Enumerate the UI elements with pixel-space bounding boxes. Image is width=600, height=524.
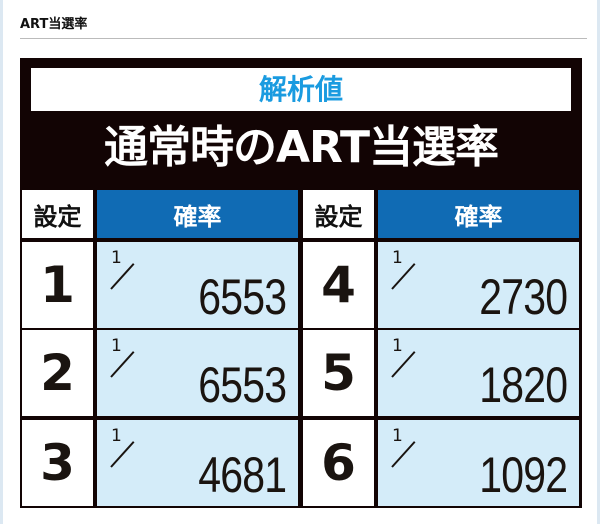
denominator: 2730 — [479, 269, 568, 325]
probability-cell: 1 1820 — [378, 330, 579, 416]
setting-number: 1 — [22, 242, 93, 328]
numerator: 1 — [111, 336, 122, 356]
panel-title: 通常時のART当選率 — [104, 122, 499, 173]
denominator: 1092 — [479, 447, 568, 503]
header-probability: 確率 — [378, 190, 579, 238]
setting-number: 4 — [303, 242, 374, 328]
numerator: 1 — [392, 426, 403, 446]
probability-cell: 1 6553 — [97, 242, 298, 328]
art-rate-table-image: 解析値 通常時のART当選率 設定 確率 設定 確率 1 1 6553 2 1 6553 3… — [20, 58, 582, 508]
setting-number: 3 — [22, 420, 93, 506]
header-setting: 設定 — [22, 190, 93, 238]
probability-cell: 1 2730 — [378, 242, 579, 328]
header-setting: 設定 — [303, 190, 374, 238]
setting-number: 2 — [22, 330, 93, 416]
section-heading: ART当選率 — [20, 17, 88, 32]
numerator: 1 — [111, 248, 122, 268]
probability-cell: 1 6553 — [97, 330, 298, 416]
setting-number: 5 — [303, 330, 374, 416]
setting-number: 6 — [303, 420, 374, 506]
numerator: 1 — [111, 426, 122, 446]
probability-cell: 1 4681 — [97, 420, 298, 506]
probability-cell: 1 1092 — [378, 420, 579, 506]
numerator: 1 — [392, 336, 403, 356]
divider — [20, 38, 587, 39]
panel-subtitle: 解析値 — [31, 68, 571, 111]
denominator: 4681 — [198, 447, 287, 503]
denominator: 6553 — [198, 269, 287, 325]
header-probability: 確率 — [97, 190, 298, 238]
denominator: 6553 — [198, 357, 287, 413]
numerator: 1 — [392, 248, 403, 268]
denominator: 1820 — [479, 357, 568, 413]
